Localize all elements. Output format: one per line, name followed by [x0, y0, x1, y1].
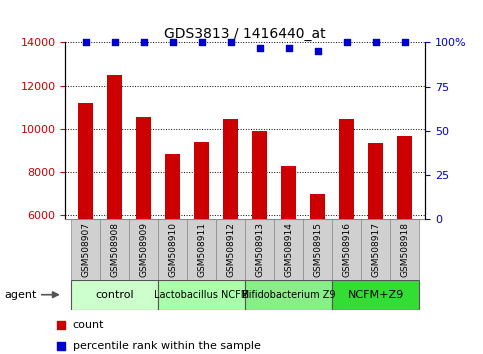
Text: GSM508912: GSM508912 [226, 222, 235, 277]
Point [57, 322, 65, 328]
Bar [245, 280, 332, 310]
Bar [78, 103, 93, 219]
Point [343, 40, 351, 45]
Text: GSM508907: GSM508907 [81, 222, 90, 277]
Bar [71, 280, 158, 310]
Text: agent: agent [5, 290, 37, 300]
Point [111, 40, 118, 45]
Bar [340, 119, 354, 219]
Point [82, 40, 89, 45]
Bar [187, 219, 216, 280]
Point [372, 40, 380, 45]
Point [227, 40, 234, 45]
Bar [158, 219, 187, 280]
Bar [274, 219, 303, 280]
Bar [332, 280, 419, 310]
Text: GSM508916: GSM508916 [342, 222, 351, 277]
Bar [253, 131, 267, 219]
Bar [107, 75, 122, 219]
Text: GSM508914: GSM508914 [284, 222, 293, 277]
Text: GSM508913: GSM508913 [255, 222, 264, 277]
Text: percentile rank within the sample: percentile rank within the sample [72, 341, 260, 352]
Bar [158, 280, 245, 310]
Bar [398, 136, 412, 219]
Text: GSM508910: GSM508910 [168, 222, 177, 277]
Bar [136, 117, 151, 219]
Text: GSM508908: GSM508908 [110, 222, 119, 277]
Text: count: count [72, 320, 104, 330]
Bar [194, 142, 209, 219]
Bar [129, 219, 158, 280]
Bar [332, 219, 361, 280]
Text: Lactobacillus NCFM: Lactobacillus NCFM [154, 290, 249, 300]
Text: NCFM+Z9: NCFM+Z9 [348, 290, 404, 300]
Text: GSM508909: GSM508909 [139, 222, 148, 277]
Bar [282, 166, 296, 219]
Bar [216, 219, 245, 280]
Bar [369, 143, 383, 219]
Bar [303, 219, 332, 280]
Bar [245, 219, 274, 280]
Title: GDS3813 / 1416440_at: GDS3813 / 1416440_at [164, 28, 326, 41]
Point [140, 40, 147, 45]
Bar [361, 219, 390, 280]
Text: control: control [95, 290, 134, 300]
Bar [71, 219, 100, 280]
Text: GSM508917: GSM508917 [371, 222, 380, 277]
Point [198, 40, 205, 45]
Text: Bifidobacterium Z9: Bifidobacterium Z9 [242, 290, 335, 300]
Bar [223, 119, 238, 219]
Bar [100, 219, 129, 280]
Point [169, 40, 176, 45]
Text: GSM508915: GSM508915 [313, 222, 322, 277]
Point [314, 48, 322, 54]
Bar [165, 154, 180, 219]
Text: GSM508918: GSM508918 [400, 222, 409, 277]
Bar [390, 219, 419, 280]
Point [256, 45, 264, 51]
Point [285, 45, 293, 51]
Point [57, 344, 65, 349]
Bar [311, 194, 325, 219]
Text: GSM508911: GSM508911 [197, 222, 206, 277]
Point [401, 40, 409, 45]
